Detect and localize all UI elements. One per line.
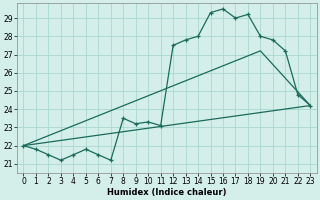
X-axis label: Humidex (Indice chaleur): Humidex (Indice chaleur): [107, 188, 227, 197]
